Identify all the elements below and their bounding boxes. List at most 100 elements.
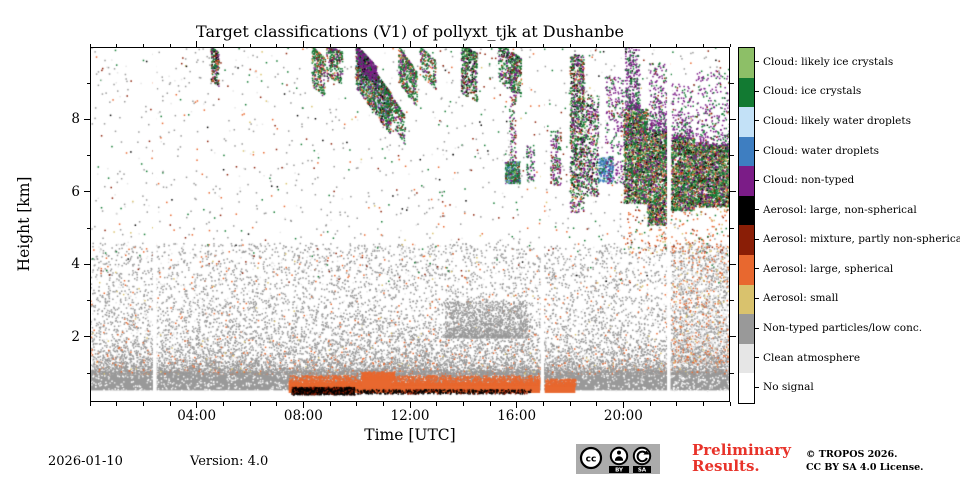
legend-label-cloud_nt: Cloud: non-typed [763, 174, 855, 187]
plot-area [90, 47, 730, 402]
axis-tick [436, 402, 438, 406]
axis-tick [222, 402, 224, 406]
axis-tick [86, 227, 90, 229]
axis-tick [730, 336, 736, 338]
cc-icon: cc [579, 446, 603, 470]
copyright-note: © TROPOS 2026. CC BY SA 4.0 License. [806, 448, 923, 474]
axis-tick [142, 402, 144, 406]
legend-label-clean: Clean atmosphere [763, 351, 861, 364]
axis-tick [516, 402, 518, 408]
colorbar-segment-aero_mix [739, 225, 754, 256]
axis-tick [569, 402, 571, 406]
axis-tick [730, 118, 736, 121]
colorbar-tick [755, 238, 759, 240]
legend-label-ice: Cloud: ice crystals [763, 85, 862, 98]
plot-title: Target classifications (V1) of pollyxt_t… [196, 22, 624, 41]
y-axis-label: Height [km] [15, 176, 33, 272]
axis-tick [730, 227, 734, 229]
axis-tick [622, 402, 624, 408]
axis-tick [596, 402, 598, 406]
colorbar-segment-likely_ice [739, 48, 754, 78]
legend-label-aero_large_s: Aerosol: large, spherical [763, 262, 894, 275]
axis-tick [249, 402, 251, 406]
axis-tick [302, 402, 304, 408]
axis-tick [489, 402, 491, 406]
axis-tick [89, 43, 91, 47]
axis-tick [516, 41, 518, 47]
axis-tick [84, 191, 90, 193]
svg-text:cc: cc [586, 455, 597, 465]
axis-tick [542, 43, 544, 47]
legend-label-nontyped: Non-typed particles/low conc. [763, 322, 923, 335]
axis-tick [409, 41, 411, 47]
axis-tick [489, 43, 491, 47]
axis-tick [169, 402, 171, 406]
x-tick-label: 04:00 [177, 408, 217, 424]
axis-tick [676, 43, 678, 47]
preliminary-line1: Preliminary [692, 441, 791, 459]
colorbar-segment-aero_large_ns [739, 195, 754, 226]
axis-tick [196, 41, 198, 47]
axis-tick [542, 402, 544, 406]
legend-label-aero_small: Aerosol: small [763, 292, 839, 305]
axis-tick [730, 191, 736, 193]
axis-tick [622, 41, 624, 47]
x-tick-label: 20:00 [603, 408, 643, 424]
svg-text:BY: BY [615, 468, 624, 474]
copyright-line2: CC BY SA 4.0 License. [806, 462, 924, 473]
legend-label-water: Cloud: water droplets [763, 144, 880, 157]
colorbar-segment-likely_water [739, 107, 754, 137]
axis-tick [84, 118, 90, 121]
axis-tick [462, 402, 464, 406]
axis-tick [382, 43, 384, 47]
colorbar-segment-ice [739, 77, 754, 108]
axis-tick [86, 300, 90, 302]
axis-tick [86, 372, 90, 374]
axis-tick [302, 41, 304, 47]
colorbar-tick [755, 150, 759, 152]
x-tick-label: 12:00 [390, 408, 430, 424]
axis-tick [169, 43, 171, 47]
axis-tick [89, 402, 91, 406]
colorbar-segment-water [739, 136, 754, 167]
axis-tick [356, 402, 358, 406]
colorbar-tick [755, 209, 759, 211]
axis-tick [409, 402, 411, 408]
axis-tick [222, 43, 224, 47]
colorbar-tick [755, 120, 759, 122]
axis-tick [730, 372, 734, 374]
footer-date: 2026-01-10 [48, 454, 123, 469]
axis-tick [116, 43, 118, 47]
axis-tick [730, 82, 734, 84]
copyright-line1: © TROPOS 2026. [806, 449, 898, 460]
footer-version: Version: 4.0 [190, 454, 269, 469]
colorbar-tick [755, 179, 759, 181]
axis-tick [329, 402, 331, 406]
legend-label-aero_mix: Aerosol: mixture, partly non-spherical [763, 233, 960, 246]
colorbar-segment-cloud_nt [739, 166, 754, 196]
axis-tick [730, 155, 734, 157]
colorbar-tick [755, 327, 759, 329]
axis-tick [702, 43, 704, 47]
axis-tick [649, 402, 651, 406]
preliminary-note: Preliminary Results. [692, 442, 791, 474]
x-tick-label: 08:00 [283, 408, 323, 424]
axis-tick [196, 402, 198, 408]
axis-tick [86, 82, 90, 84]
legend-label-nosignal: No signal [763, 381, 814, 394]
axis-tick [730, 300, 734, 302]
axis-tick [702, 402, 704, 406]
axis-tick [276, 43, 278, 47]
colorbar-segment-aero_large_s [739, 255, 754, 285]
colorbar-segment-nontyped [739, 314, 754, 344]
colorbar-segment-aero_small [739, 284, 754, 315]
colorbar-tick [755, 90, 759, 92]
axis-tick [649, 43, 651, 47]
axis-tick [276, 402, 278, 406]
x-axis-label: Time [UTC] [364, 426, 456, 444]
y-tick-label: 2 [71, 328, 80, 345]
axis-tick [329, 43, 331, 47]
axis-tick [596, 43, 598, 47]
colorbar-tick [755, 268, 759, 270]
